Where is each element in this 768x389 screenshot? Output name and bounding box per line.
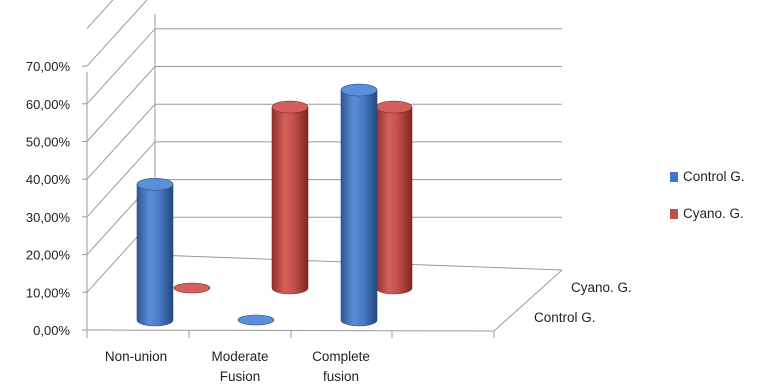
- gridline-side: [86, 0, 148, 67]
- legend-swatch: [670, 209, 678, 219]
- y-tick-label: 30,00%: [26, 210, 71, 225]
- category-label: Complete: [312, 349, 370, 364]
- y-tick-label: 40,00%: [26, 172, 71, 187]
- y-tick-label: 0,00%: [33, 323, 70, 338]
- gridline-side: [86, 141, 156, 218]
- bar-cyano-1: [271, 100, 309, 295]
- bar-cyano-2: [375, 100, 413, 295]
- floor-front-edge: [86, 329, 495, 332]
- floor-right-edge: [493, 269, 563, 332]
- depth-label: Control G.: [534, 310, 596, 325]
- depth-label: Cyano. G.: [571, 280, 632, 295]
- legend-label: Cyano. G.: [683, 206, 744, 221]
- x-axis: Non-union Moderate Fusion Complete fusion: [86, 331, 495, 384]
- category-label: Fusion: [220, 369, 261, 384]
- bar-control-0: [136, 177, 174, 327]
- bar-zero-disc: [237, 314, 275, 326]
- category-label: fusion: [323, 369, 359, 384]
- bar-body: [271, 106, 309, 295]
- bar-zero-disc: [173, 282, 211, 294]
- bar-control-2: [340, 83, 378, 327]
- y-axis: 0,00% 10,00% 20,00% 30,00% 40,00% 50,00% 60,00…: [26, 59, 87, 338]
- legend-swatch: [670, 172, 678, 182]
- gridline-side: [86, 0, 114, 29]
- category-label: Moderate: [211, 349, 268, 364]
- gridline-side: [86, 66, 156, 142]
- y-tick-label: 20,00%: [26, 248, 71, 263]
- legend-label: Control G.: [683, 169, 745, 184]
- bar-top: [340, 83, 378, 97]
- bar-top: [136, 177, 174, 191]
- bar-top: [375, 100, 413, 114]
- gridline-side: [86, 103, 156, 180]
- depth-axis: Cyano. G. Control G.: [534, 280, 632, 325]
- category-label: Non-union: [105, 349, 167, 364]
- bar-top: [271, 100, 309, 114]
- y-tick-label: 50,00%: [26, 135, 71, 150]
- y-tick-label: 60,00%: [26, 97, 71, 112]
- bar-cyano-0: [173, 282, 211, 294]
- y-tick-label: 10,00%: [26, 285, 71, 300]
- bar-body: [136, 183, 174, 327]
- bar-control-1: [237, 314, 275, 326]
- y-tick-label: 70,00%: [26, 59, 71, 74]
- plot-area: [136, 83, 413, 327]
- bar-body: [340, 89, 378, 327]
- gridline-side: [86, 28, 156, 105]
- legend: Control G. Cyano. G.: [670, 169, 745, 221]
- bar-body: [375, 106, 413, 295]
